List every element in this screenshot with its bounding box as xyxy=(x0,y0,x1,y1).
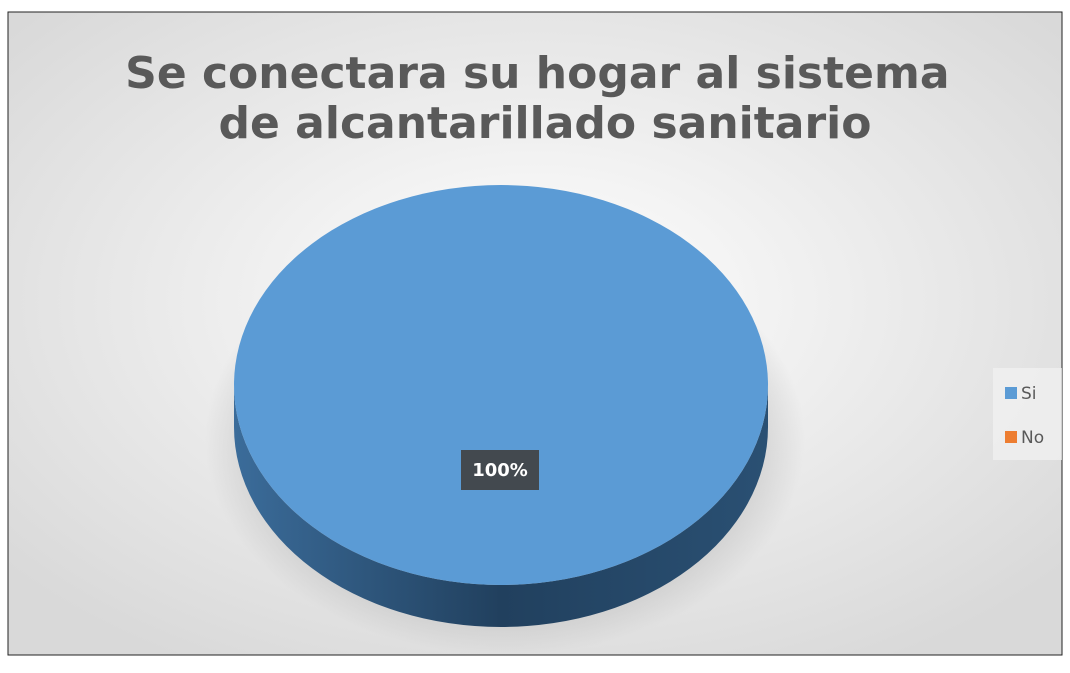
legend-swatch xyxy=(1005,387,1017,399)
pie-slice xyxy=(234,185,768,585)
legend: Si No xyxy=(1005,384,1044,448)
legend-box xyxy=(993,368,1062,460)
pie-side xyxy=(234,385,768,627)
legend-label: No xyxy=(1021,428,1044,448)
pie: 100% xyxy=(234,185,768,627)
data-label: 100% xyxy=(472,460,528,481)
chart-title-line: Se conectara su hogar al sistema xyxy=(125,48,949,99)
legend-swatch xyxy=(1005,431,1017,443)
chart-title: Se conectara su hogar al sistema de alca… xyxy=(125,48,965,149)
data-label-box xyxy=(461,450,539,490)
chart-title-line: de alcantarillado sanitario xyxy=(219,98,872,149)
legend-label: Si xyxy=(1021,384,1037,404)
